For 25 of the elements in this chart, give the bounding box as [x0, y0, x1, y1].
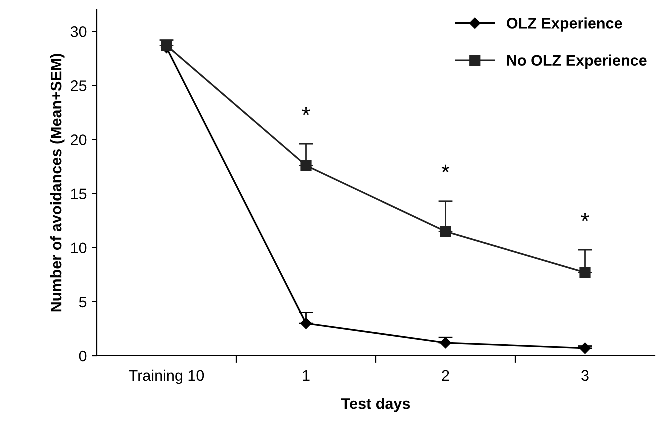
- legend-label: No OLZ Experience: [507, 54, 647, 70]
- y-axis-title: Number of avoidances (Mean+SEM): [50, 54, 65, 312]
- y-tick-label: 0: [79, 350, 87, 362]
- y-tick-label: 20: [71, 134, 87, 146]
- annotation: *: [581, 213, 590, 222]
- y-tick-label: 25: [71, 80, 87, 92]
- point: [580, 267, 591, 278]
- point: [300, 160, 312, 172]
- x-axis-title: Test days: [342, 398, 410, 412]
- x-tick-label: 1: [303, 370, 310, 381]
- point: [440, 226, 452, 238]
- annotation: *: [302, 108, 310, 116]
- annotation: *: [442, 164, 450, 173]
- point: [580, 342, 591, 354]
- x-tick-label: 3: [582, 370, 589, 382]
- y-tick-label: 10: [71, 242, 87, 254]
- point: [440, 337, 452, 349]
- point: [300, 318, 312, 330]
- y-tick-label: 5: [79, 296, 87, 308]
- point: [161, 40, 172, 52]
- legend-label: OLZ Experience: [507, 18, 622, 32]
- y-tick-label: 15: [71, 188, 87, 200]
- x-tick-label: Training 10: [129, 370, 204, 384]
- x-tick-label: 2: [442, 370, 450, 381]
- y-tick-label: 30: [70, 26, 87, 38]
